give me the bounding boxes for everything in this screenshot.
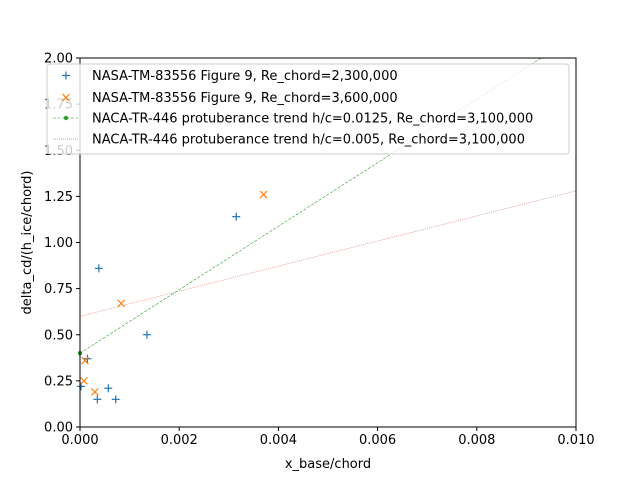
- x-axis-label: x_base/chord: [285, 457, 371, 472]
- data-point-x: [80, 376, 88, 385]
- legend-label: NASA-TM-83556 Figure 9, Re_chord=2,300,0…: [92, 69, 398, 84]
- x-tick-label: 0.002: [161, 433, 198, 448]
- legend-label: NASA-TM-83556 Figure 9, Re_chord=3,600,0…: [92, 91, 398, 106]
- data-point-x: [90, 388, 99, 396]
- data-point-plus: [104, 384, 113, 393]
- data-point-plus: [93, 395, 102, 404]
- y-tick-label: 2.00: [44, 52, 73, 67]
- legend-handle-dashed: [53, 115, 79, 121]
- data-point-plus: [111, 395, 120, 404]
- data-point-x: [117, 299, 126, 308]
- x-tick-label: 0.004: [260, 433, 297, 448]
- y-tick-label: 1.00: [44, 236, 73, 251]
- x-tick-label: 0.000: [61, 433, 98, 448]
- x-tick-label: 0.006: [359, 433, 396, 448]
- data-point-plus: [232, 212, 241, 221]
- data-point-plus: [142, 330, 151, 339]
- legend-handle-x: [62, 93, 70, 102]
- y-tick-label: 0.50: [44, 328, 73, 343]
- y-tick-label: 0.25: [44, 374, 73, 389]
- y-tick-label: 0.75: [44, 282, 73, 297]
- data-point-plus: [94, 264, 103, 273]
- y-tick-label: 0.00: [44, 421, 73, 436]
- marker-layer: [76, 190, 268, 404]
- x-axis-ticks: 0.000 0.002 0.004 0.006 0.008 0.010: [61, 427, 595, 448]
- y-tick-label: 1.25: [44, 190, 73, 205]
- legend-box: [46, 63, 570, 155]
- data-point-x: [81, 356, 89, 365]
- legend-handle-plus: [62, 71, 70, 80]
- x-tick-label: 0.008: [458, 433, 495, 448]
- legend-label: NACA-TR-446 protuberance trend h/c=0.005…: [92, 133, 525, 148]
- trend-line-005: [80, 190, 576, 317]
- y-axis-label: delta_cd/(h_ice/chord): [20, 171, 35, 315]
- legend: NASA-TM-83556 Figure 9, Re_chord=2,300,0…: [46, 63, 570, 155]
- legend-label: NACA-TR-446 protuberance trend h/c=0.012…: [92, 112, 533, 127]
- x-tick-label: 0.010: [557, 433, 594, 448]
- data-point-x: [259, 190, 268, 199]
